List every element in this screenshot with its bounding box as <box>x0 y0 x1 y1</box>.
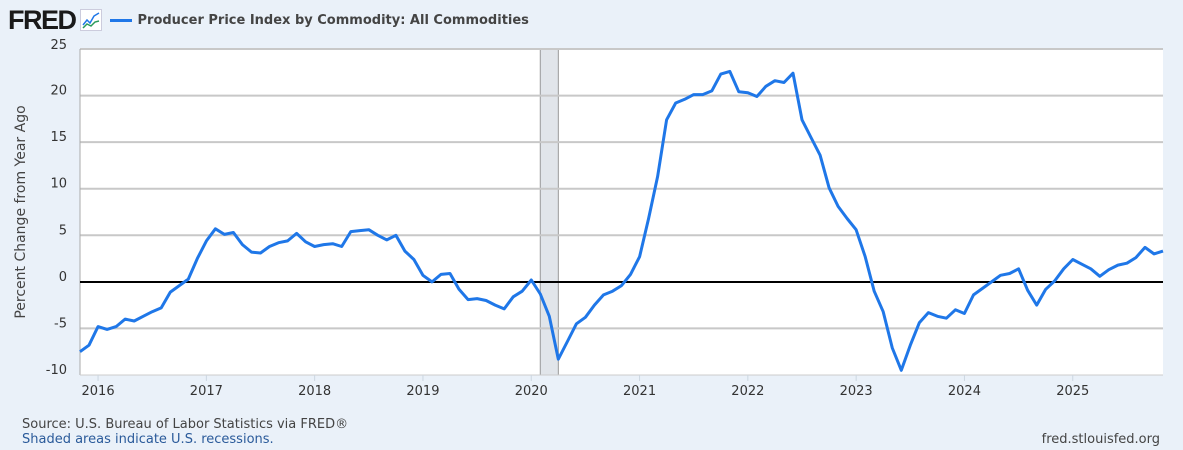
y-axis-label: Percent Change from Year Ago <box>13 105 29 318</box>
x-tick-label: 2020 <box>515 384 548 399</box>
x-tick-label: 2018 <box>298 384 331 399</box>
x-tick-label: 2016 <box>82 384 115 399</box>
legend-series-title[interactable]: Producer Price Index by Commodity: All C… <box>137 12 529 28</box>
x-tick-label: 2024 <box>948 384 981 399</box>
y-tick-label: 5 <box>59 223 67 238</box>
source-note: Source: U.S. Bureau of Labor Statistics … <box>22 417 349 432</box>
x-tick-label: 2025 <box>1056 384 1089 399</box>
y-tick-label: -5 <box>54 316 67 331</box>
recession-note[interactable]: Shaded areas indicate U.S. recessions. <box>22 432 274 447</box>
series-line[interactable] <box>79 69 1164 372</box>
x-tick-label: 2019 <box>406 384 439 399</box>
x-tick-label: 2022 <box>731 384 764 399</box>
y-tick-label: -10 <box>46 363 67 378</box>
x-tick-label: 2021 <box>623 384 656 399</box>
chart-logo-icon <box>79 9 102 31</box>
chart-header: FRED Producer Price Index by Commodity: … <box>8 4 529 35</box>
site-url[interactable]: fred.stlouisfed.org <box>1041 432 1160 447</box>
x-tick-label: 2023 <box>840 384 873 399</box>
y-tick-label: 25 <box>50 38 67 53</box>
legend-swatch <box>109 18 132 22</box>
plot-area <box>80 49 1163 375</box>
recession-band <box>539 48 559 376</box>
y-tick-label: 0 <box>59 270 67 285</box>
x-tick-label: 2017 <box>190 384 223 399</box>
y-tick-label: 15 <box>50 130 67 145</box>
fred-logo[interactable]: FRED <box>8 4 77 35</box>
y-tick-label: 10 <box>50 177 67 192</box>
y-tick-label: 20 <box>50 84 67 99</box>
